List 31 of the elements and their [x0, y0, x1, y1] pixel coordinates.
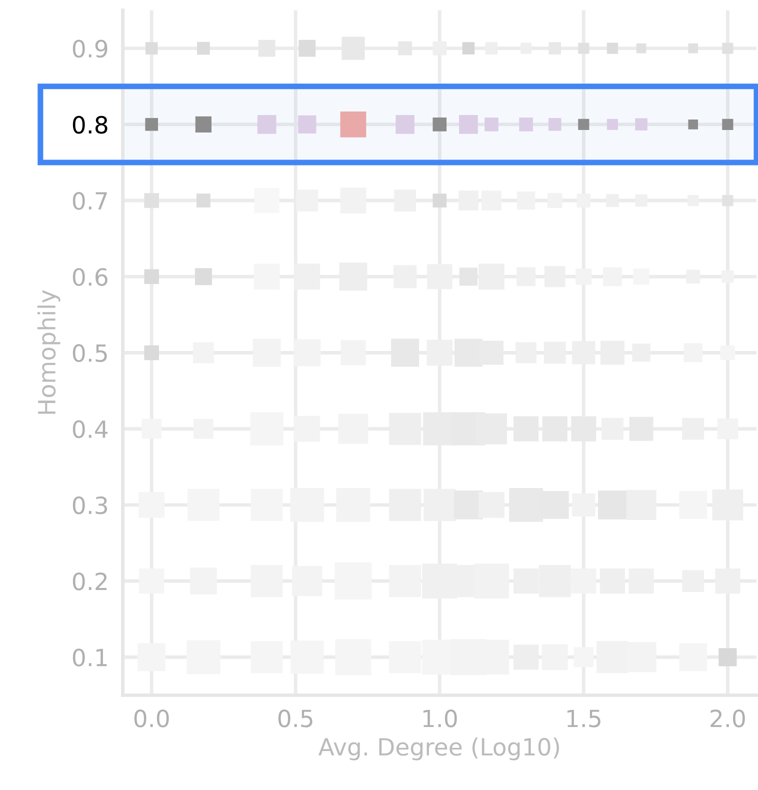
y-tick-label: 0.6	[72, 268, 108, 286]
point	[459, 268, 478, 286]
point	[548, 118, 562, 131]
y-tick-label: 0.4	[72, 420, 108, 438]
y-tick-label: 0.1	[72, 648, 107, 666]
x-axis-title: Avg. Degree (Log10)	[318, 738, 560, 760]
point	[722, 42, 734, 54]
y-tick-label: 0.7	[72, 192, 107, 210]
x-tick-label: 2.0	[710, 710, 745, 728]
y-tick-label: 0.3	[72, 496, 108, 514]
point	[519, 118, 533, 132]
point	[484, 118, 498, 132]
x-tick-label: 1.5	[567, 710, 600, 728]
y-tick-label: 0.8	[72, 116, 108, 134]
point	[432, 118, 447, 132]
point	[578, 42, 590, 54]
x-tick-label: 0.0	[134, 710, 169, 728]
point	[462, 42, 475, 54]
point	[145, 118, 158, 131]
x-tick-label: 1.0	[423, 710, 457, 728]
y-tick-label: 0.9	[72, 40, 108, 58]
point	[606, 42, 618, 54]
x-tick-label: 0.5	[278, 710, 312, 728]
point	[145, 42, 158, 54]
point	[432, 194, 447, 208]
point	[626, 490, 656, 520]
point	[635, 118, 648, 131]
y-tick-label: 0.5	[72, 344, 107, 362]
y-tick-label: 0.2	[72, 572, 107, 590]
y-axis-title: Homophily	[37, 290, 60, 414]
point	[197, 42, 210, 55]
